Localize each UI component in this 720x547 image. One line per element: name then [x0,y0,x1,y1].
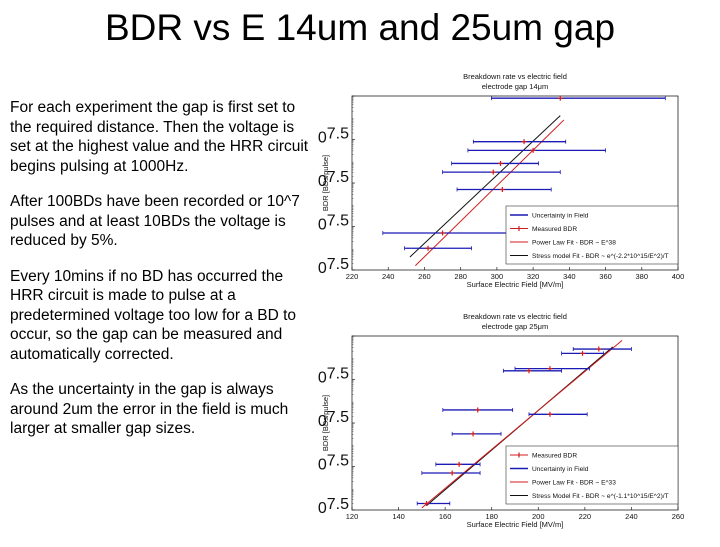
legend-entry: Power Law Fit - BDR ~ E^38 [532,240,616,247]
x-tick-label: 360 [599,272,612,281]
chart-14um-svg: Breakdown rate vs electric fieldelectrod… [309,72,685,289]
paragraph-uncertainty: As the uncertainty in the gap is always … [10,381,289,437]
x-tick-label: 300 [491,272,504,281]
legend-box [505,205,679,265]
x-tick-label: 260 [672,512,685,521]
x-tick-label: 180 [485,512,498,521]
x-axis-label: Surface Electric Field [MV/m] [467,280,564,289]
x-tick-label: 220 [346,272,359,281]
x-tick-label: 260 [418,272,431,281]
x-tick-label: 240 [382,272,395,281]
x-tick-label: 140 [392,512,405,521]
x-tick-label: 220 [579,512,592,521]
paragraph-setup: For each experiment the gap is first set… [10,99,309,175]
legend-entry: Uncertainty in Field [532,466,589,473]
chart-25um-gap: Breakdown rate vs electric field electrod… [309,310,690,542]
chart-14um-gap: Breakdown rate vs electric field electrod… [309,70,690,302]
slide-title: BDR vs E 14um and 25um gap [104,7,616,48]
x-tick-label: 380 [636,272,649,281]
paragraph-gap-correction: Every 10mins if no BD has occurred the H… [10,267,297,363]
y-tick-label: 107.5 [318,366,349,387]
legend-entry: Stress model Fit - BDR ~ e^(-2.2*10^15/E… [532,253,669,260]
x-tick-label: 280 [454,272,467,281]
y-tick-label: 107.5 [318,126,349,147]
chart-subtitle: electrode gap 25μm [482,322,548,331]
y-tick-label: 107.5 [318,256,349,277]
x-tick-label: 400 [672,272,685,281]
x-tick-label: 200 [532,512,545,521]
y-tick-label: 107.5 [318,496,349,517]
legend-entry: Uncertainty in Field [532,213,589,220]
y-tick-label: 107.5 [318,213,349,234]
x-tick-label: 160 [439,512,452,521]
chart-25um-svg: Breakdown rate vs electric fieldelectrod… [309,312,685,529]
x-tick-label: 240 [625,512,638,521]
paragraph-voltage-reduction: After 100BDs have been recorded or 10^7 … [10,193,300,249]
x-tick-label: 320 [527,272,540,281]
x-tick-label: 340 [563,272,576,281]
y-axis-label: BDR [BDs/pulse] [321,395,330,451]
y-axis-label: BDR [BDs/pulse] [321,155,330,211]
legend-entry: Power Law Fit - BDR ~ E^33 [532,480,616,487]
legend-box [505,445,679,505]
x-axis-label: Surface Electric Field [MV/m] [467,520,564,529]
legend-entry: Measured BDR [532,453,577,460]
description-text: For each experiment the gap is first set… [10,98,310,455]
chart-title: Breakdown rate vs electric field [463,72,567,81]
chart-subtitle: electrode gap 14μm [482,82,548,91]
chart-title: Breakdown rate vs electric field [463,312,567,321]
legend-entry: Stress Model Fit - BDR ~ e^(-1.1*10^15/E… [532,493,669,500]
legend-entry: Measured BDR [532,226,577,233]
power-law-fit-line [415,119,565,267]
y-tick-label: 107.5 [318,453,349,474]
x-tick-label: 120 [346,512,359,521]
